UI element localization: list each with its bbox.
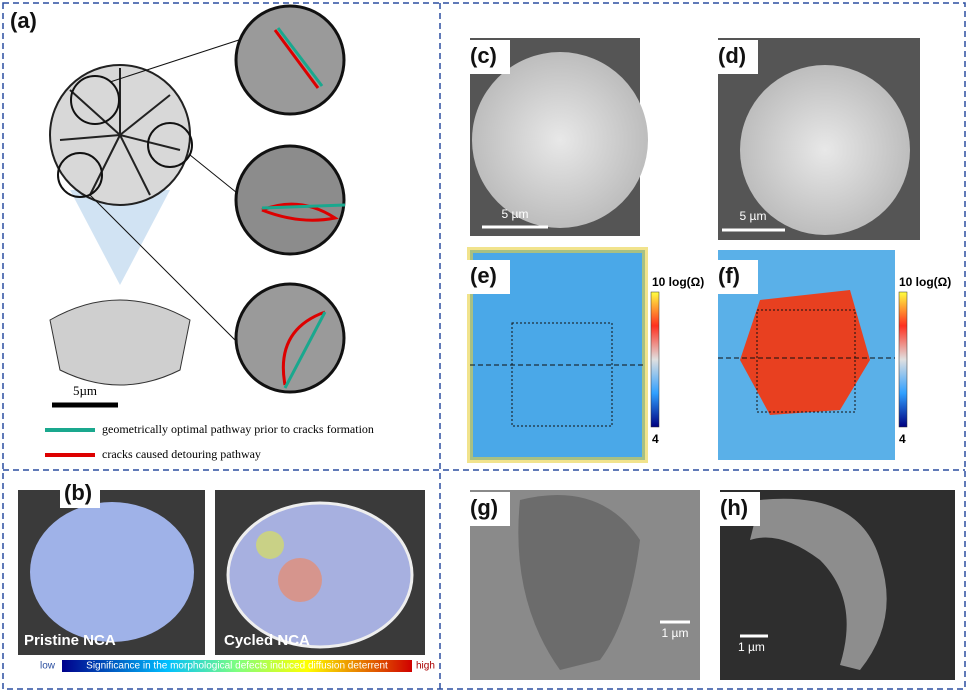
zoom-3 <box>234 282 346 394</box>
zoom-ring <box>57 152 103 198</box>
particle-3d <box>49 299 191 386</box>
map-region <box>740 290 870 415</box>
panel-label: (c) <box>470 43 497 68</box>
scale-label: 1 µm <box>662 626 689 640</box>
label-box <box>714 40 758 74</box>
scale-label: 1 µm <box>738 640 765 654</box>
legend-text: cracks caused detouring pathway <box>102 447 261 461</box>
scale-label: 5µm <box>73 383 97 398</box>
panel-label: (g) <box>470 495 498 520</box>
bar-label: high <box>416 661 435 672</box>
bar-label: 4 <box>652 432 659 446</box>
label-box <box>716 492 760 526</box>
bar-label: 10 log(Ω) <box>899 275 951 289</box>
panel-label: (h) <box>720 495 748 520</box>
bar-label: 10 log(Ω) <box>652 275 704 289</box>
bar-label: 4 <box>899 432 906 446</box>
connector <box>109 37 246 83</box>
defect <box>278 558 322 602</box>
colorbar <box>62 660 412 672</box>
image-label: Pristine NCA <box>24 632 116 649</box>
zoom-2 <box>234 144 346 256</box>
label-box <box>60 478 100 508</box>
connector <box>89 194 256 361</box>
panel-label: (f) <box>718 263 740 288</box>
colorbar <box>898 291 908 428</box>
colorbar <box>650 291 660 428</box>
roi <box>756 309 856 413</box>
map-edge <box>467 247 648 463</box>
scale-label: 5 µm <box>740 209 767 223</box>
particle <box>750 498 887 670</box>
image-label: Cycled NCA <box>224 632 310 649</box>
panel-label: (d) <box>718 43 746 68</box>
zoom-1 <box>234 4 346 116</box>
label-box <box>466 40 510 74</box>
panel-label: (a) <box>10 8 37 33</box>
label-box <box>714 260 758 294</box>
particle <box>472 52 648 228</box>
projection <box>70 190 170 285</box>
bar-label: Significance in the morphological defect… <box>86 661 388 672</box>
legend-text: geometrically optimal pathway prior to c… <box>102 422 374 436</box>
roi <box>511 322 613 427</box>
label-box <box>466 492 510 526</box>
particle <box>518 495 640 670</box>
bar-label: low <box>40 661 56 672</box>
label-box <box>466 260 510 294</box>
panel-label: (e) <box>470 263 497 288</box>
particle <box>740 65 910 235</box>
panel-label: (b) <box>64 480 92 505</box>
zoom-ring <box>147 122 193 168</box>
particle <box>30 502 194 642</box>
defect <box>256 531 284 559</box>
scale-label: 5 µm <box>502 207 529 221</box>
zoom-ring <box>70 75 120 125</box>
